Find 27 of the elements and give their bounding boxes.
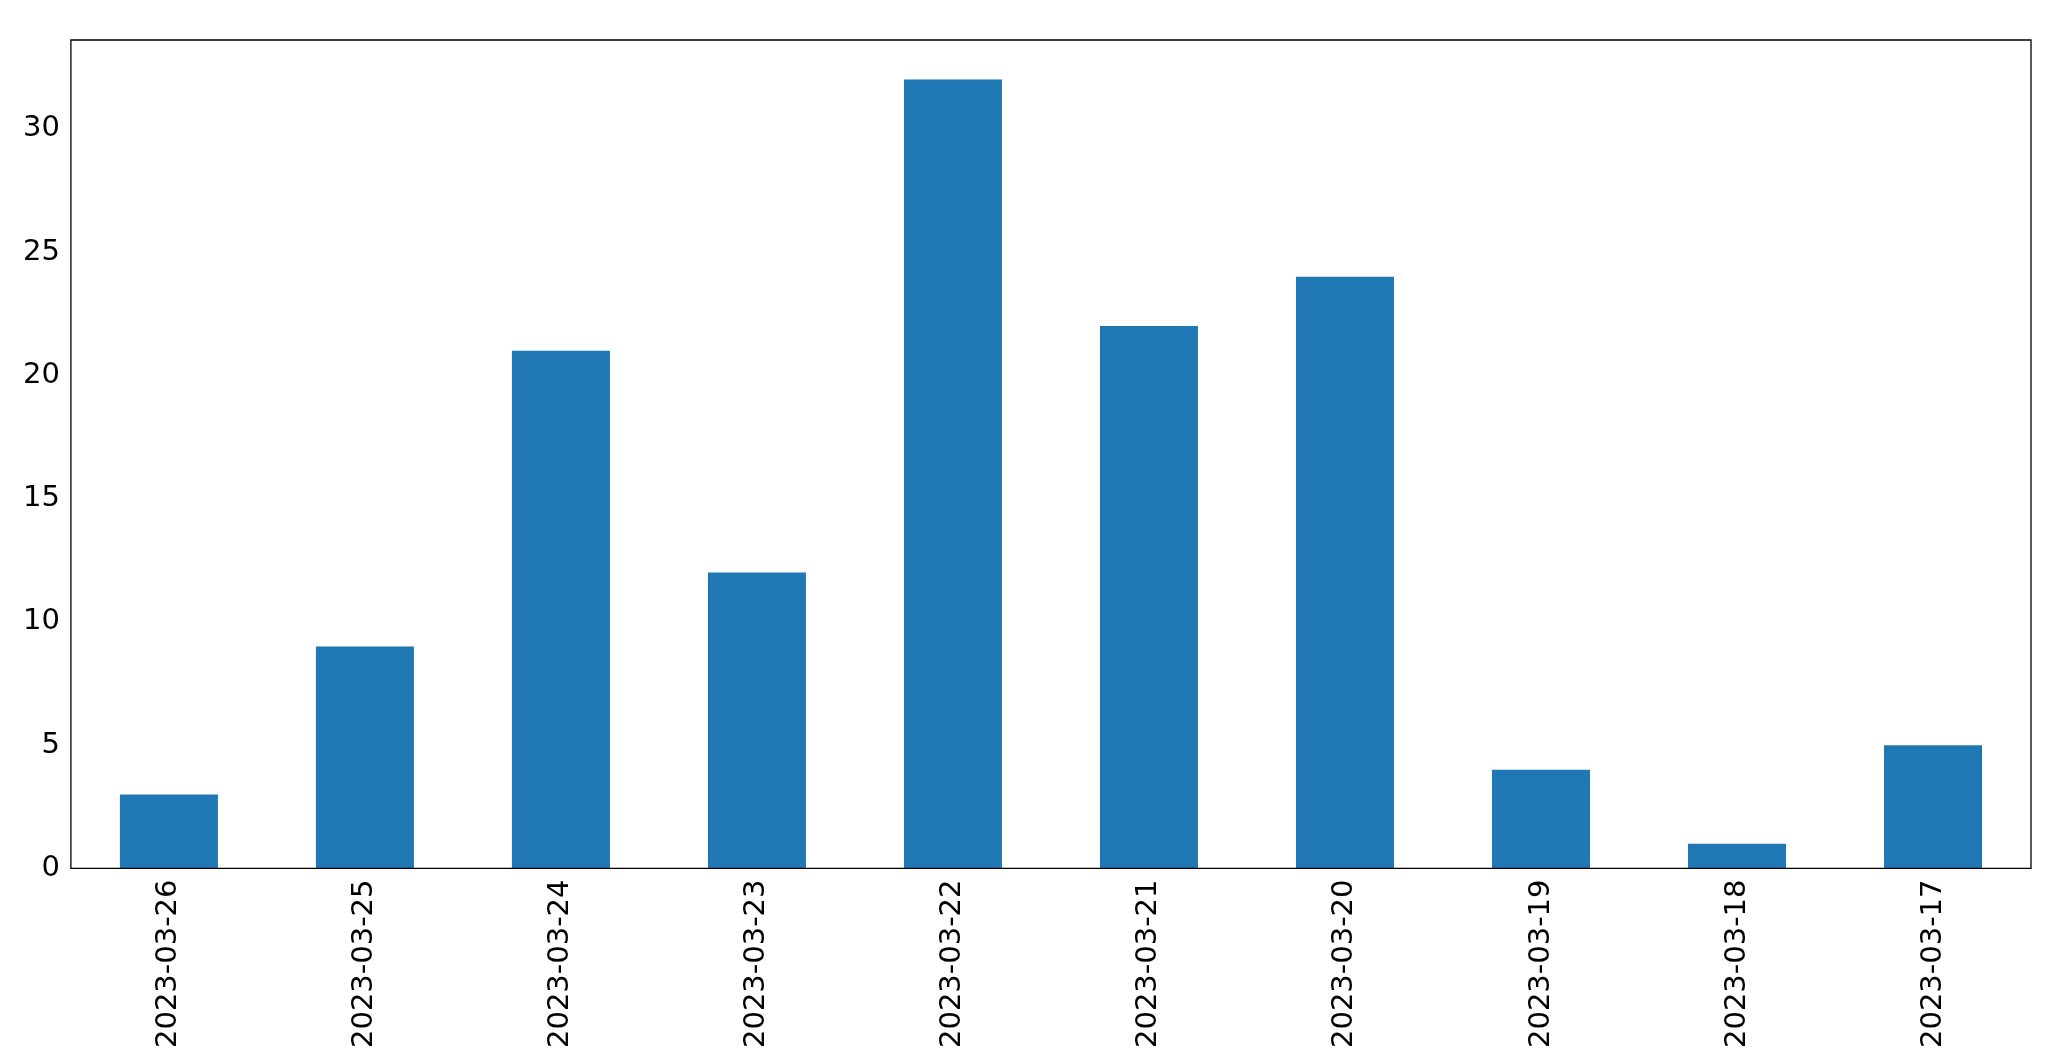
bar xyxy=(903,79,1002,869)
y-tick-label: 5 xyxy=(41,725,60,760)
x-tick-label: 2023-03-18 xyxy=(1717,879,1752,1049)
x-tick-label: 2023-03-24 xyxy=(541,879,576,1049)
y-tick-label: 0 xyxy=(41,849,60,883)
x-tick-label: 2023-03-21 xyxy=(1129,879,1164,1049)
bar xyxy=(1883,745,1982,869)
y-tick-label: 10 xyxy=(23,602,60,637)
x-tick-label: 2023-03-19 xyxy=(1521,879,1556,1049)
y-tick-label: 20 xyxy=(23,355,60,390)
bar xyxy=(1491,769,1590,869)
y-tick-label: 30 xyxy=(23,109,60,144)
x-tick-label: 2023-03-23 xyxy=(737,879,772,1049)
bar xyxy=(119,794,218,869)
x-tick-label: 2023-03-26 xyxy=(149,879,184,1049)
bar xyxy=(315,646,414,869)
bar xyxy=(1687,843,1786,869)
bar xyxy=(511,350,610,869)
x-tick-label: 2023-03-20 xyxy=(1325,879,1360,1049)
x-tick-label: 2023-03-25 xyxy=(345,879,380,1049)
bar xyxy=(707,572,806,869)
bar xyxy=(1295,276,1394,869)
y-tick-label: 15 xyxy=(23,479,60,514)
bar xyxy=(1099,326,1198,869)
y-tick-label: 25 xyxy=(23,232,60,267)
x-tick-label: 2023-03-22 xyxy=(933,879,968,1049)
x-tick-label: 2023-03-17 xyxy=(1913,879,1948,1049)
